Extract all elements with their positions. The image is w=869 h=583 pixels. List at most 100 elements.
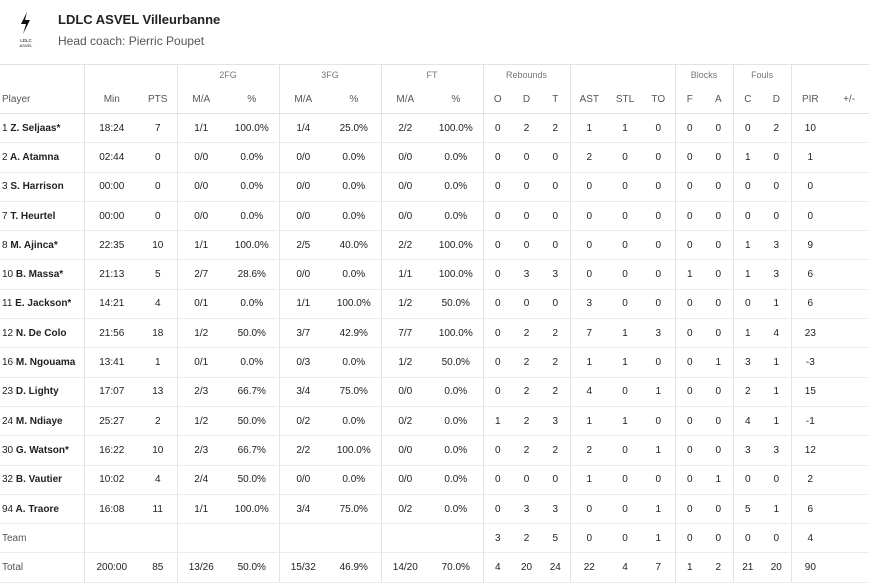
stat-o: 0 bbox=[482, 494, 513, 525]
stat-fg2p: 66.7% bbox=[225, 435, 280, 466]
col-ft-ma[interactable]: M/A bbox=[380, 85, 430, 114]
stat-fg3: 1/1 bbox=[278, 289, 328, 320]
stat-ba: 0 bbox=[704, 201, 734, 232]
stat-ft: 0/2 bbox=[380, 494, 430, 525]
stat-stl: 0 bbox=[608, 259, 643, 290]
col-reb-d[interactable]: D bbox=[512, 85, 542, 114]
player-name[interactable]: 30 G. Watson* bbox=[0, 435, 84, 466]
stat-fg2p: 28.6% bbox=[225, 259, 280, 290]
stat-fd: 0 bbox=[762, 172, 792, 202]
stat-fg3p: 0.0% bbox=[327, 406, 382, 437]
player-name[interactable]: 8 M. Ajinca* bbox=[0, 230, 84, 261]
col-3fg-ma[interactable]: M/A bbox=[278, 85, 328, 114]
stat-fg3p: 100.0% bbox=[327, 435, 382, 466]
stat-fg2: 0/0 bbox=[176, 201, 225, 232]
player-name[interactable]: 24 M. Ndiaye bbox=[0, 406, 84, 437]
col-3fg-pct[interactable]: % bbox=[327, 85, 382, 114]
group-3fg: 3FG bbox=[278, 64, 382, 85]
stat-pir: 15 bbox=[790, 377, 830, 407]
col-foul-c[interactable]: C bbox=[732, 85, 763, 114]
player-name[interactable]: 94 A. Traore bbox=[0, 494, 84, 525]
stat-ba: 0 bbox=[704, 406, 734, 437]
stat-d: 2 bbox=[512, 113, 542, 144]
stat-fg2p: 0.0% bbox=[225, 289, 280, 320]
stat-ft: 2/2 bbox=[380, 230, 430, 261]
stat-fg2: 1/1 bbox=[176, 230, 225, 261]
col-ft-pct[interactable]: % bbox=[429, 85, 484, 114]
stat-pir: 6 bbox=[790, 259, 830, 290]
col-plus-minus[interactable]: +/- bbox=[829, 85, 869, 114]
stat-ba: 0 bbox=[704, 494, 734, 525]
player-name[interactable]: 10 B. Massa* bbox=[0, 259, 84, 290]
stat-fg2: 0/1 bbox=[176, 289, 225, 320]
col-ast[interactable]: AST bbox=[569, 85, 609, 114]
stat-pm bbox=[829, 142, 869, 173]
col-player[interactable]: Player bbox=[0, 85, 84, 114]
stat-t: 2 bbox=[541, 435, 571, 466]
stat-fc: 5 bbox=[732, 494, 763, 525]
stat-fg2: 2/3 bbox=[176, 377, 225, 407]
player-number: 2 bbox=[2, 151, 8, 163]
stat-d: 2 bbox=[512, 377, 542, 407]
stat-ft: 1/1 bbox=[380, 259, 430, 290]
stat-fg2p bbox=[225, 523, 280, 554]
stat-ba: 0 bbox=[704, 289, 734, 320]
player-name[interactable]: 7 T. Heurtel bbox=[0, 201, 84, 232]
player-row: 12 N. De Colo 21:56 18 1/2 50.0% 3/7 42.9% 7/7 1… bbox=[0, 318, 869, 349]
stat-fc: 2 bbox=[732, 377, 763, 407]
player-name[interactable]: 32 B. Vautier bbox=[0, 465, 84, 495]
stat-fg2: 2/3 bbox=[176, 435, 225, 466]
col-foul-d[interactable]: D bbox=[762, 85, 792, 114]
group-fouls: Fouls bbox=[732, 64, 792, 85]
stat-min: 21:56 bbox=[83, 318, 139, 349]
stat-ft: 0/0 bbox=[380, 435, 430, 466]
player-row: 10 B. Massa* 21:13 5 2/7 28.6% 0/0 0.0% 1/1 100.… bbox=[0, 259, 869, 290]
player-row: 7 T. Heurtel 00:00 0 0/0 0.0% 0/0 0.0% 0/0 0.0% 0… bbox=[0, 201, 869, 232]
stat-min: 14:21 bbox=[83, 289, 139, 320]
stat-pts: 4 bbox=[139, 289, 177, 320]
col-blk-f[interactable]: F bbox=[674, 85, 705, 114]
stat-o: 0 bbox=[482, 113, 513, 144]
col-2fg-ma[interactable]: M/A bbox=[176, 85, 225, 114]
player-name[interactable]: 2 A. Atamna bbox=[0, 142, 84, 173]
col-reb-o[interactable]: O bbox=[482, 85, 513, 114]
player-name-text: B. Vautier bbox=[15, 474, 63, 486]
player-name[interactable]: 3 S. Harrison bbox=[0, 172, 84, 202]
player-name[interactable]: 12 N. De Colo bbox=[0, 318, 84, 349]
stat-fg3p: 0.0% bbox=[327, 172, 382, 202]
stat-min: 17:07 bbox=[83, 377, 139, 407]
col-reb-t[interactable]: T bbox=[541, 85, 571, 114]
stat-ba: 0 bbox=[704, 318, 734, 349]
player-name[interactable]: 23 D. Lighty bbox=[0, 377, 84, 407]
stat-fg3p: 40.0% bbox=[327, 230, 382, 261]
stat-min: 16:22 bbox=[83, 435, 139, 466]
stat-pts: 0 bbox=[139, 201, 177, 232]
player-name[interactable]: 16 M. Ngouama bbox=[0, 347, 84, 378]
player-row: 30 G. Watson* 16:22 10 2/3 66.7% 2/2 100.0% 0/0… bbox=[0, 435, 869, 466]
stat-fg3: 3/4 bbox=[278, 494, 328, 525]
player-name[interactable]: 1 Z. Seljaas* bbox=[0, 113, 84, 144]
stat-d: 2 bbox=[512, 523, 542, 554]
player-name-text: M. Ajinca* bbox=[10, 239, 58, 251]
col-blk-a[interactable]: A bbox=[704, 85, 734, 114]
stat-ftp: 0.0% bbox=[429, 406, 484, 437]
stat-fg2: 2/4 bbox=[176, 465, 225, 495]
stat-min: 13:41 bbox=[83, 347, 139, 378]
col-to[interactable]: TO bbox=[642, 85, 676, 114]
col-2fg-pct[interactable]: % bbox=[225, 85, 280, 114]
stat-ft: 0/0 bbox=[380, 465, 430, 495]
stat-bf: 0 bbox=[674, 289, 705, 320]
player-name[interactable]: 11 E. Jackson* bbox=[0, 289, 84, 320]
stat-pts: 2 bbox=[139, 406, 177, 437]
player-row: 11 E. Jackson* 14:21 4 0/1 0.0% 1/1 100.0% 1/2 5… bbox=[0, 289, 869, 320]
col-stl[interactable]: STL bbox=[608, 85, 643, 114]
col-pts[interactable]: PTS bbox=[139, 85, 177, 114]
player-row: 94 A. Traore 16:08 11 1/1 100.0% 3/4 75.0% 0/2 0… bbox=[0, 494, 869, 525]
stat-to: 0 bbox=[642, 230, 676, 261]
stat-to: 1 bbox=[642, 377, 676, 407]
player-number: 30 bbox=[2, 444, 14, 456]
stat-ftp: 100.0% bbox=[429, 113, 484, 144]
col-pir[interactable]: PIR bbox=[790, 85, 830, 114]
player-name-text: E. Jackson* bbox=[15, 298, 72, 310]
col-min[interactable]: Min bbox=[83, 85, 139, 114]
